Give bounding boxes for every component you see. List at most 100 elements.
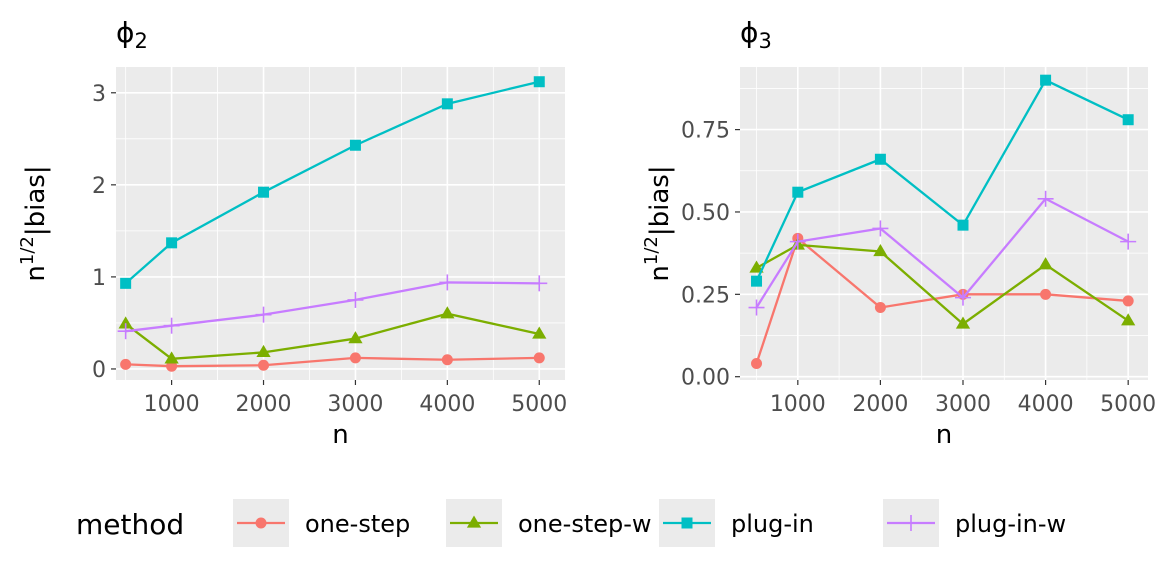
data-point bbox=[255, 306, 272, 323]
y-tick-label: 0.00 bbox=[681, 366, 730, 391]
series-plug-in bbox=[120, 76, 545, 289]
x-tick-label: 4000 bbox=[1018, 392, 1074, 417]
data-point bbox=[166, 237, 178, 249]
legend-item-plug-in: plug-in bbox=[659, 499, 814, 547]
series-line bbox=[125, 281, 540, 333]
x-tick-label: 5000 bbox=[511, 392, 567, 417]
data-point bbox=[1122, 114, 1134, 126]
legend-item-one-step-w: one-step-w bbox=[446, 499, 652, 547]
x-tick-label: 3000 bbox=[327, 392, 383, 417]
data-point bbox=[164, 351, 179, 364]
legend: method one-step one-step-w plug-in plug-in-w bbox=[76, 499, 1066, 547]
data-point bbox=[874, 153, 886, 165]
series-line bbox=[755, 78, 1129, 282]
data-point bbox=[1038, 257, 1053, 270]
x-tick-label: 3000 bbox=[935, 392, 991, 417]
series-line bbox=[124, 80, 540, 285]
data-point bbox=[441, 354, 453, 366]
data-point bbox=[751, 358, 763, 370]
y-axis-title: n1/2|bias| bbox=[641, 165, 675, 281]
legend-item-plug-in-w: plug-in-w bbox=[883, 499, 1066, 547]
data-point bbox=[1122, 295, 1134, 307]
y-tick-label: 1 bbox=[92, 266, 106, 291]
data-point bbox=[349, 139, 361, 151]
series-line bbox=[755, 197, 1129, 309]
x-tick-label: 2000 bbox=[236, 392, 292, 417]
chart-panel-1: 1000 2000 3000 4000 5000 0 1 2 3 ϕ2 n n1/2|bias| bbox=[17, 16, 567, 450]
legend-label: one-step bbox=[305, 510, 410, 538]
series-one-step-w bbox=[118, 306, 547, 364]
data-point bbox=[258, 186, 270, 198]
legend-key-marker bbox=[466, 515, 482, 528]
data-point bbox=[163, 317, 180, 334]
data-point bbox=[349, 352, 361, 364]
series-plug-in bbox=[751, 74, 1134, 287]
data-point bbox=[1037, 190, 1054, 207]
x-tick-label: 5000 bbox=[1100, 392, 1156, 417]
data-point bbox=[792, 186, 804, 198]
data-point bbox=[533, 76, 545, 88]
legend-label: plug-in-w bbox=[955, 510, 1066, 538]
data-point bbox=[1120, 233, 1137, 250]
data-point bbox=[117, 323, 134, 340]
data-point bbox=[258, 359, 270, 371]
data-point bbox=[1040, 74, 1052, 86]
data-point bbox=[748, 299, 765, 316]
data-point bbox=[751, 275, 763, 287]
data-point bbox=[789, 233, 806, 250]
y-tick-label: 0.50 bbox=[681, 201, 730, 226]
legend-title: method bbox=[76, 508, 184, 541]
data-point bbox=[957, 219, 969, 231]
y-tick-label: 3 bbox=[92, 82, 106, 107]
y-tick-label: 0.25 bbox=[681, 283, 730, 308]
series-one-step-w bbox=[749, 237, 1136, 329]
x-tick-label: 1000 bbox=[144, 392, 200, 417]
data-point bbox=[120, 358, 132, 370]
panel-background bbox=[116, 67, 565, 380]
series-line bbox=[124, 312, 540, 361]
legend-label: one-step-w bbox=[518, 510, 652, 538]
data-point bbox=[954, 289, 971, 306]
data-point bbox=[120, 277, 132, 289]
data-point bbox=[440, 306, 455, 319]
data-point bbox=[872, 220, 889, 237]
panels: 1000 2000 3000 4000 50000123ϕ2nn1/2|bias|100… bbox=[17, 16, 1156, 450]
legend-label: plug-in bbox=[731, 510, 814, 538]
data-point bbox=[749, 260, 764, 273]
data-point bbox=[441, 98, 453, 110]
x-tick-label: 4000 bbox=[419, 392, 475, 417]
x-axis-title: n bbox=[936, 420, 952, 450]
chart-panel-2: 1000 2000 3000 4000 5000 0.00 0.25 0.50 0.75 ϕ3 n n… bbox=[641, 16, 1156, 450]
x-tick-label: 1000 bbox=[770, 392, 826, 417]
data-point bbox=[955, 316, 971, 329]
x-axis-title: n bbox=[332, 420, 348, 450]
data-point bbox=[256, 344, 271, 358]
series-one-step bbox=[751, 232, 1134, 370]
series-line bbox=[125, 356, 540, 368]
data-point bbox=[347, 291, 364, 308]
data-point bbox=[873, 244, 888, 257]
data-point bbox=[533, 352, 545, 364]
x-tick-label: 2000 bbox=[852, 392, 908, 417]
data-point bbox=[874, 302, 886, 314]
legend-item-one-step: one-step bbox=[233, 499, 410, 547]
series-line bbox=[755, 236, 1129, 364]
series-plug-in-w bbox=[117, 274, 548, 340]
panel-title: ϕ3 bbox=[740, 16, 772, 53]
legend-key-marker bbox=[681, 517, 693, 529]
data-point bbox=[531, 275, 548, 292]
data-point bbox=[532, 326, 547, 339]
data-point bbox=[118, 316, 133, 329]
panel-background bbox=[740, 67, 1148, 380]
series-plug-in-w bbox=[748, 190, 1137, 316]
y-tick-label: 0 bbox=[92, 358, 106, 383]
data-point bbox=[439, 274, 456, 291]
y-tick-label: 2 bbox=[92, 174, 106, 199]
data-point bbox=[1121, 313, 1136, 326]
legend-key-marker bbox=[903, 515, 919, 531]
y-axis-title: n1/2|bias| bbox=[17, 165, 51, 281]
panel-title: ϕ2 bbox=[116, 16, 148, 53]
series-line bbox=[755, 243, 1129, 326]
data-point bbox=[348, 331, 363, 344]
